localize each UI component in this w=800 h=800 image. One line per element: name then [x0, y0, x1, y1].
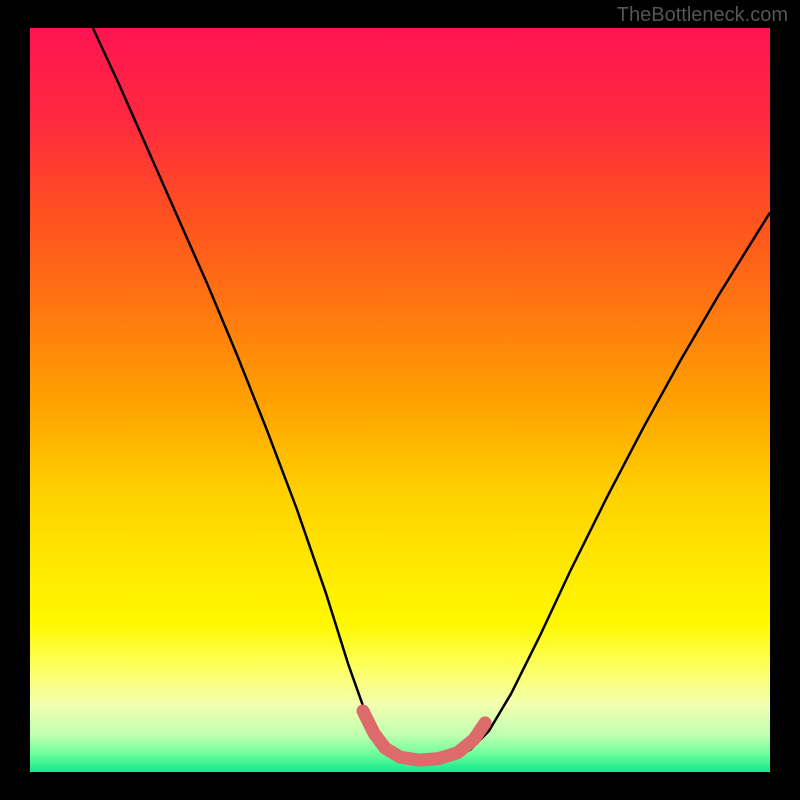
- chart-container: TheBottleneck.com: [0, 0, 800, 800]
- bottleneck-curve: [93, 28, 770, 765]
- curve-layer: [30, 28, 770, 772]
- bottleneck-highlight: [363, 711, 485, 760]
- plot-area: [30, 28, 770, 772]
- watermark-text: TheBottleneck.com: [617, 4, 788, 27]
